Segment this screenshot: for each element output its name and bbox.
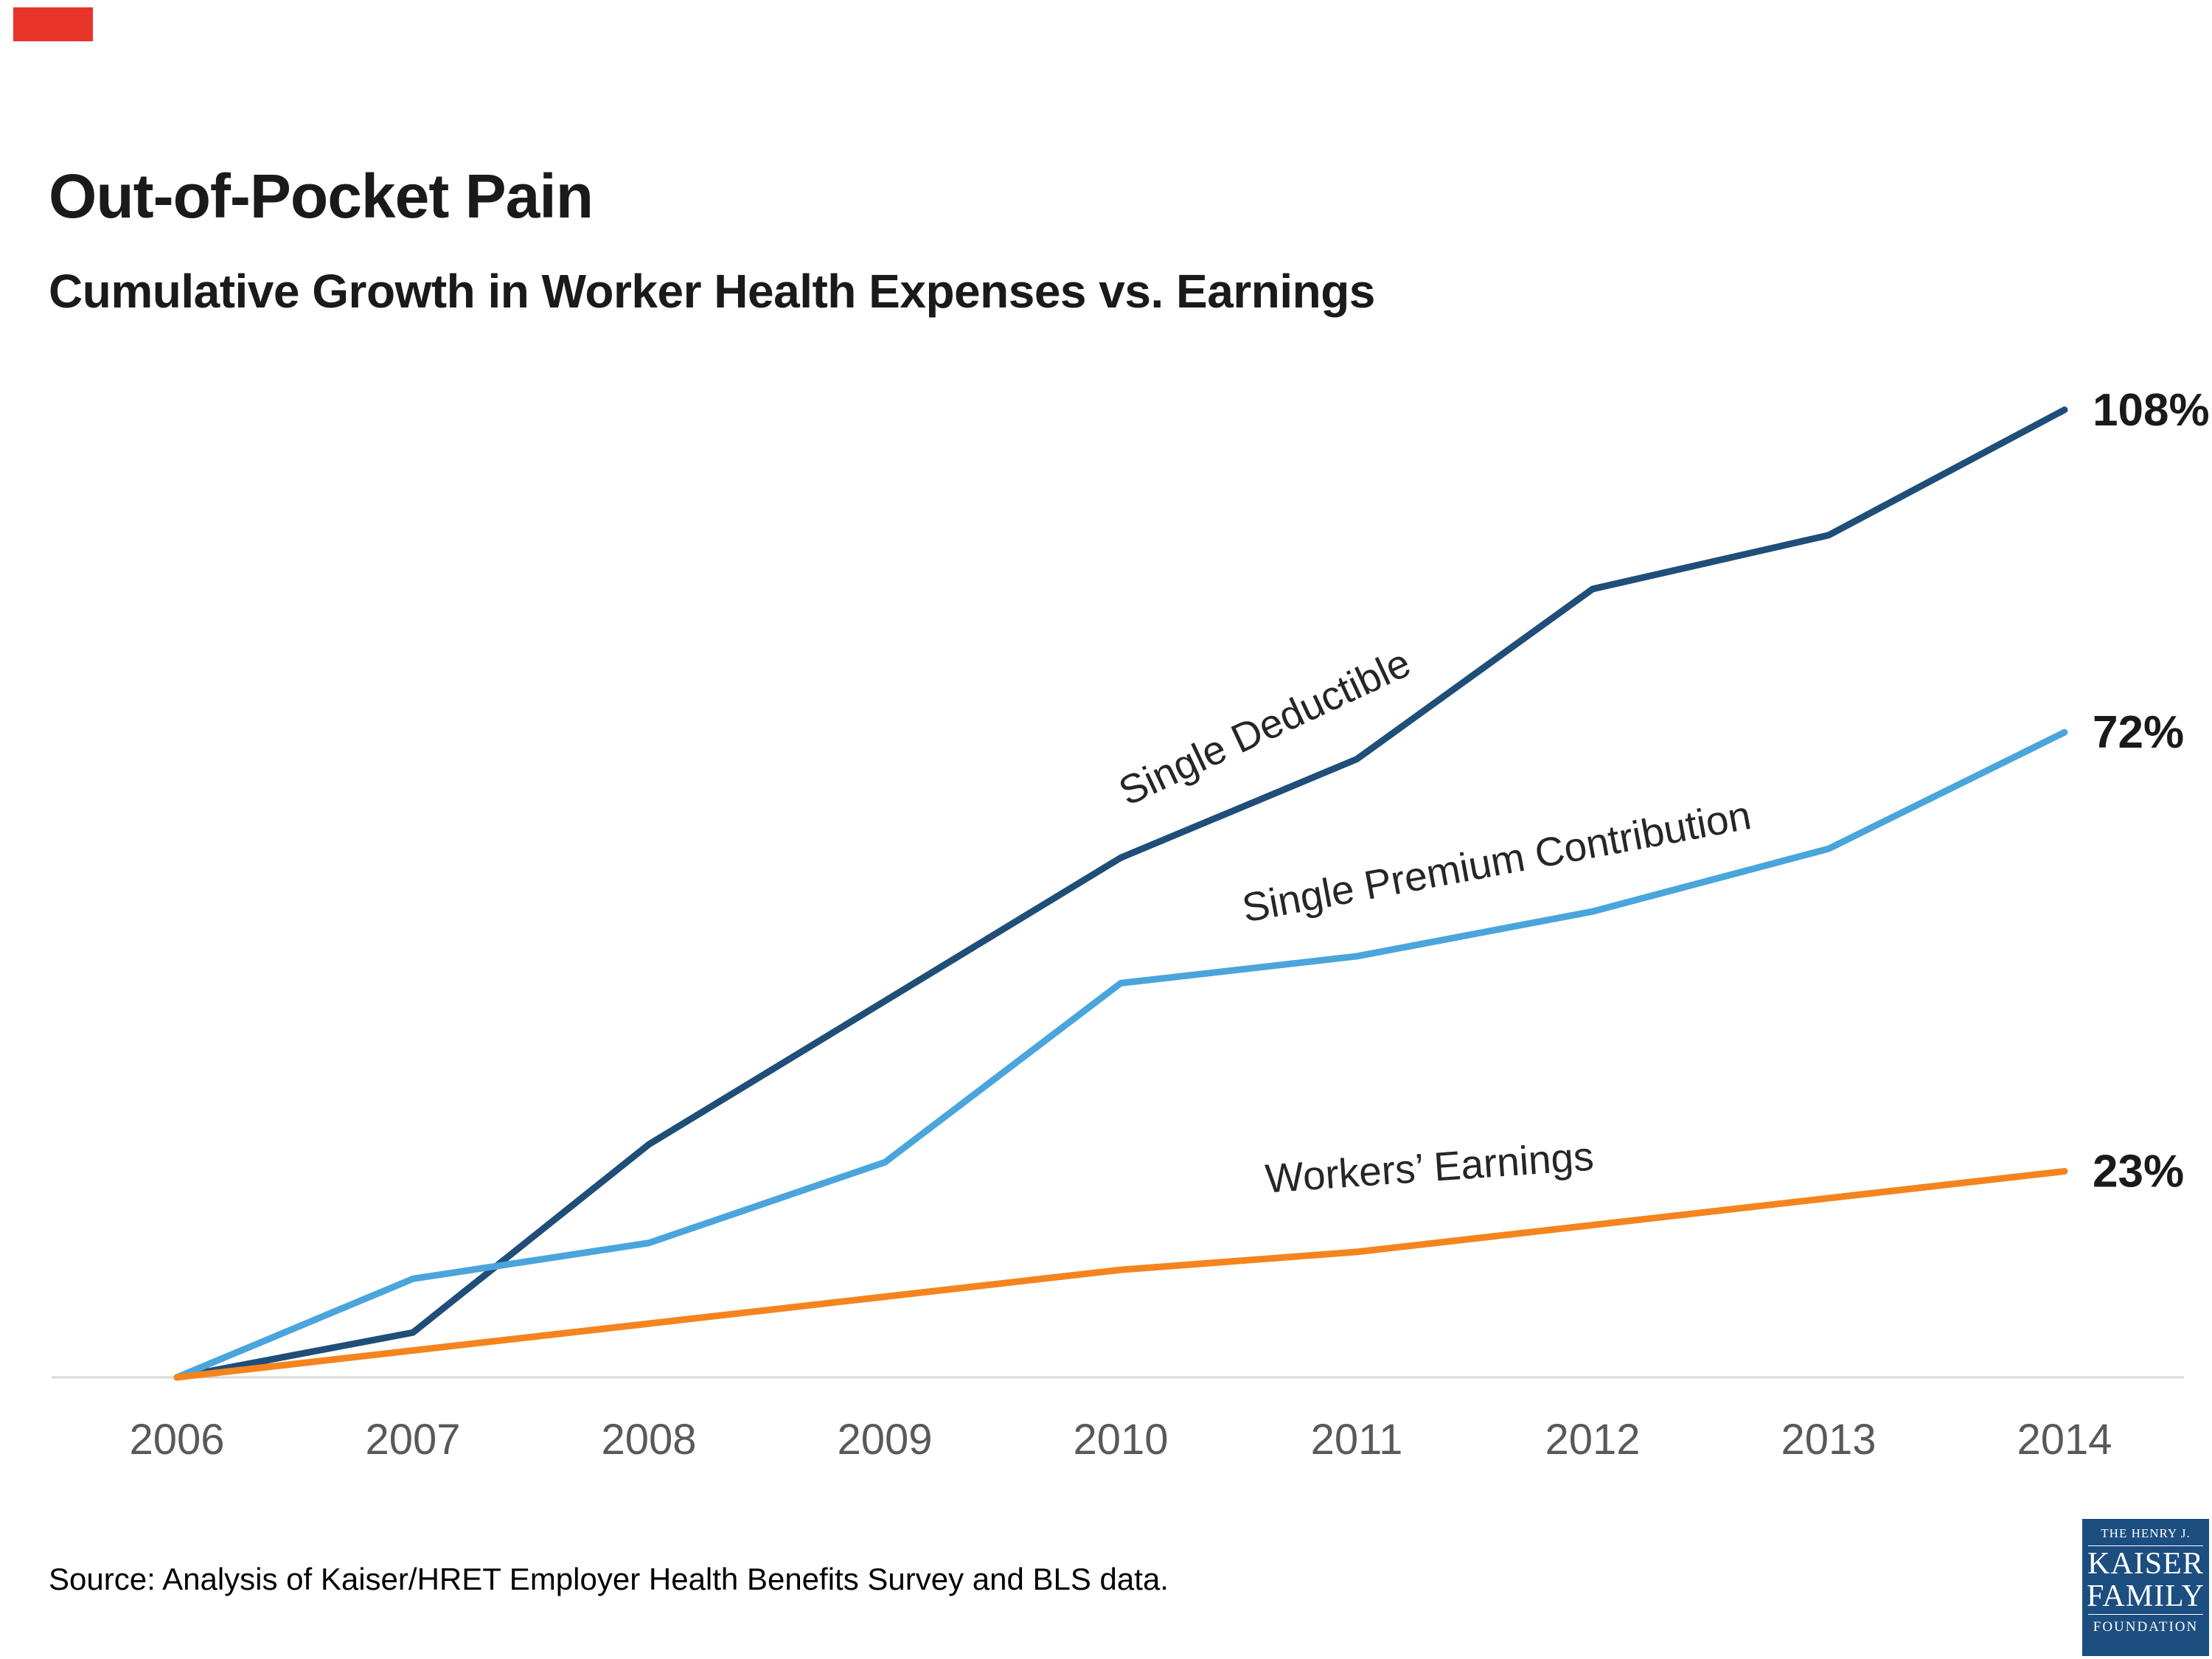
- page-subtitle: Cumulative Growth in Worker Health Expen…: [49, 265, 1375, 318]
- x-tick-label-2010: 2010: [1073, 1416, 1168, 1464]
- logo-text-foundation: FOUNDATION: [2093, 1619, 2199, 1635]
- series-name-label-single-premium-contribution: Single Premium Contribution: [1239, 792, 1755, 931]
- x-tick-label-2011: 2011: [1311, 1416, 1403, 1464]
- series-line-workers-earnings: [173, 1168, 2068, 1381]
- x-tick-label-2006: 2006: [129, 1416, 224, 1464]
- series-name-label-workers-earnings: Workers’ Earnings: [1264, 1133, 1596, 1202]
- series-end-label-single-premium-contribution: 72%: [2093, 707, 2184, 758]
- red-marker: [13, 7, 93, 41]
- series-line-single-deductible: [173, 406, 2068, 1381]
- x-tick-label-2008: 2008: [601, 1416, 696, 1464]
- x-tick-label-2013: 2013: [1781, 1416, 1876, 1464]
- kff-logo: THE HENRY J. KAISER FAMILY FOUNDATION: [2082, 1519, 2209, 1656]
- page-title: Out-of-Pocket Pain: [49, 161, 594, 231]
- x-tick-label-2012: 2012: [1545, 1416, 1640, 1464]
- logo-text-kaiser: KAISER: [2087, 1547, 2204, 1581]
- series-name-label-single-deductible: Single Deductible: [1112, 639, 1417, 814]
- logo-text-henry: THE HENRY J.: [2101, 1526, 2191, 1540]
- logo-divider-top: [2088, 1545, 2203, 1546]
- x-tick-label-2009: 2009: [837, 1416, 932, 1464]
- series-end-label-single-deductible: 108%: [2093, 385, 2210, 436]
- x-tick-label-2007: 2007: [365, 1416, 460, 1464]
- logo-divider-bottom: [2088, 1614, 2203, 1615]
- x-tick-label-2014: 2014: [2017, 1416, 2112, 1464]
- series-end-label-workers-earnings: 23%: [2093, 1147, 2184, 1197]
- source-note: Source: Analysis of Kaiser/HRET Employer…: [49, 1562, 1169, 1596]
- series-line-single-premium-contribution: [173, 728, 2068, 1381]
- logo-text-family: FAMILY: [2087, 1579, 2205, 1613]
